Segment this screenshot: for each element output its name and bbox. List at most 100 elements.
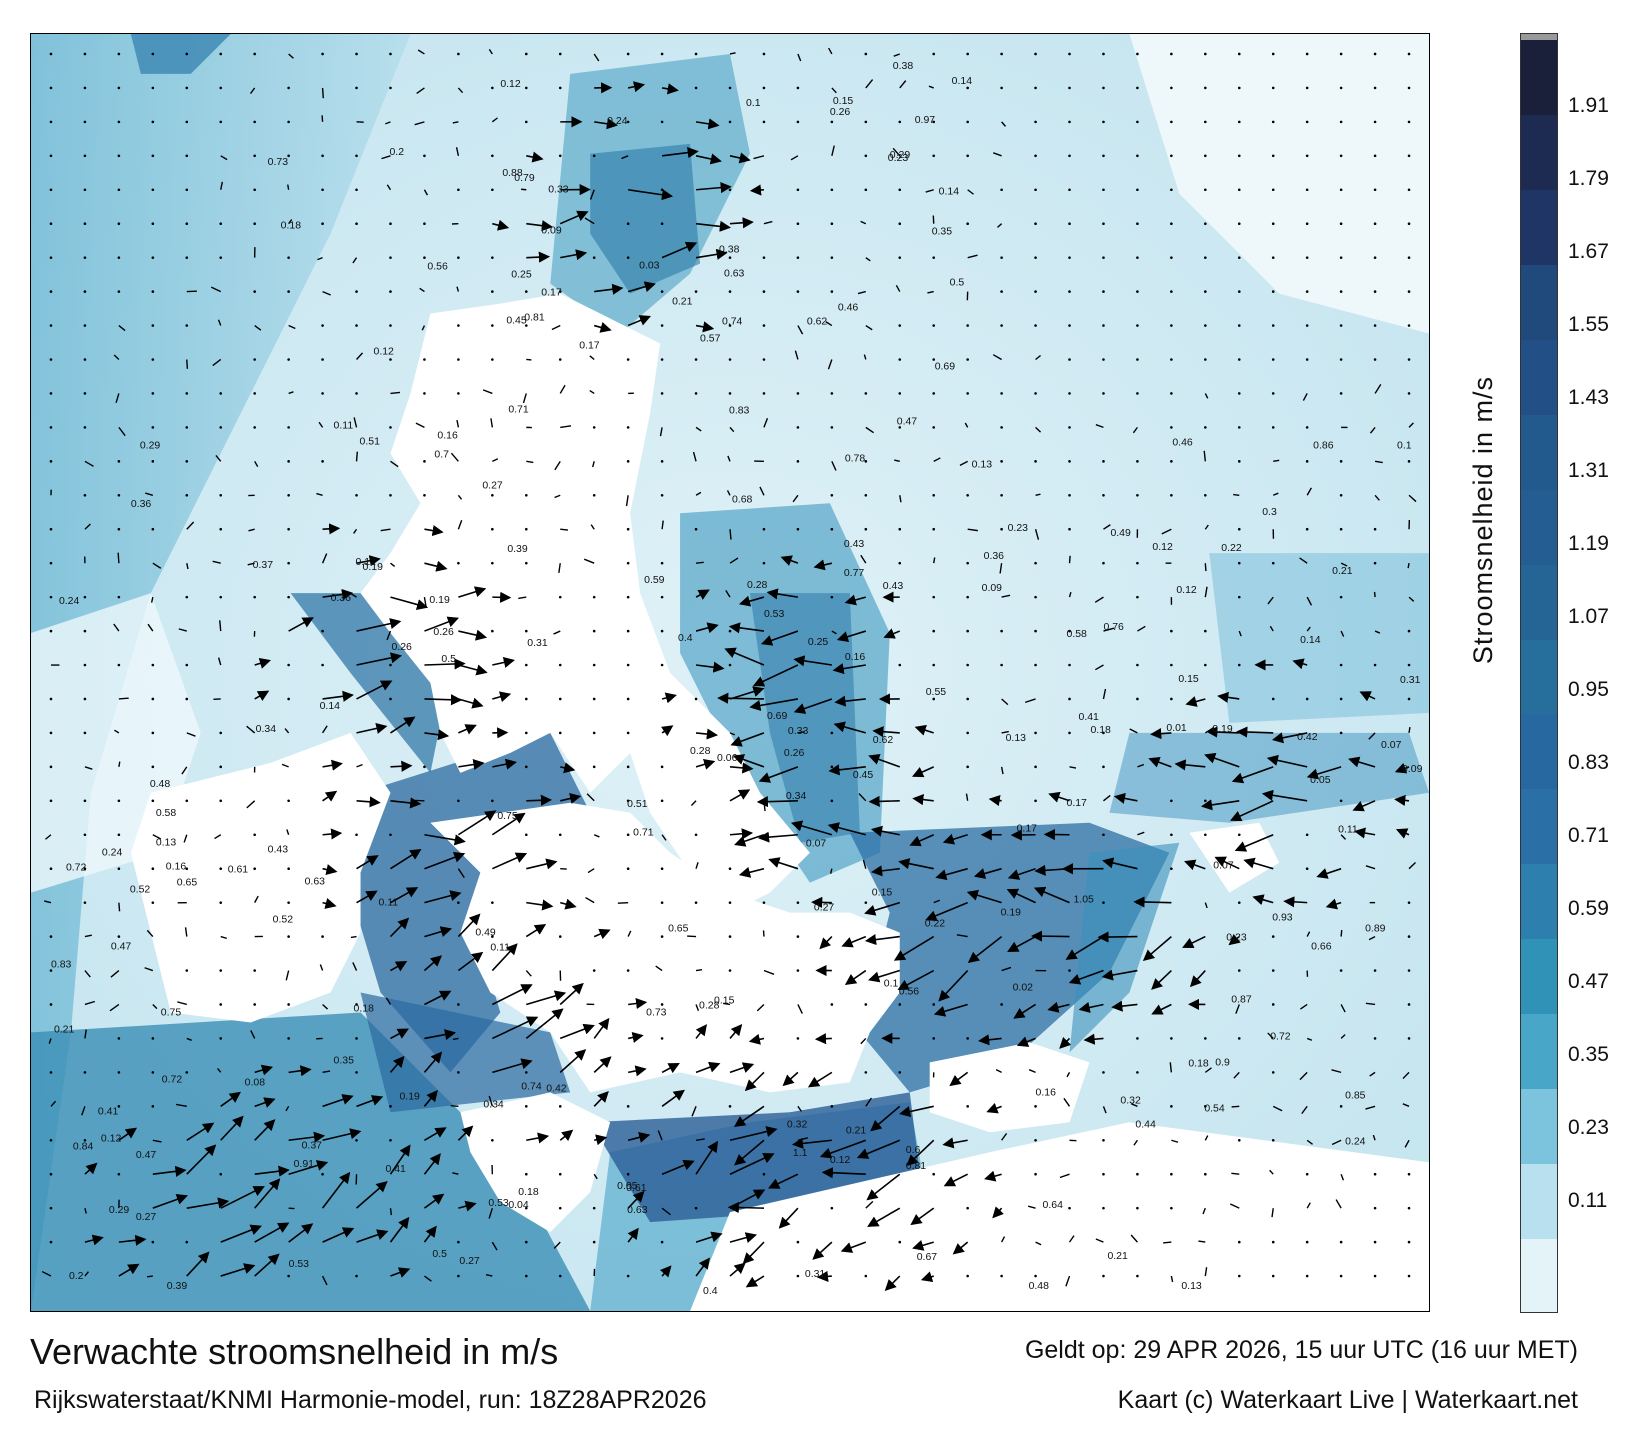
grid-dot (151, 426, 155, 429)
current-arrow (1001, 698, 1009, 706)
current-arrow (819, 936, 833, 950)
current-arrow (288, 617, 314, 632)
current-arrow (321, 1275, 328, 1286)
current-arrow (457, 494, 463, 500)
current-arrow (1013, 1003, 1036, 1019)
colorbar-band (1521, 639, 1557, 716)
colorbar-tick-label: 0.83 (1568, 751, 1609, 774)
grid-dot (932, 1172, 936, 1176)
current-arrow (727, 1201, 764, 1214)
current-arrow (920, 1271, 934, 1283)
grid-dot (524, 663, 528, 667)
grid-dot (457, 392, 460, 395)
current-arrow (390, 1267, 411, 1278)
current-arrow (322, 864, 338, 876)
grid-dot (1000, 460, 1003, 463)
grid-dot (49, 697, 53, 701)
grid-dot (1305, 358, 1309, 361)
grid-dot (898, 426, 902, 429)
grid-dot (219, 731, 223, 735)
grid-dot (1034, 154, 1037, 158)
current-arrow (1047, 1001, 1070, 1013)
current-arrow (593, 928, 611, 940)
speed-value-label: 0.26 (391, 642, 412, 653)
grid-dot (219, 765, 223, 769)
current-arrow (928, 85, 934, 89)
grid-dot (1204, 256, 1207, 259)
current-arrow (744, 1071, 765, 1092)
grid-dot (762, 358, 766, 361)
current-arrow (657, 1130, 663, 1141)
current-arrow (1163, 1241, 1172, 1244)
speed-value-label: 0.41 (385, 1164, 406, 1175)
speed-value-label: 0.22 (925, 919, 946, 930)
speed-value-label: 0.37 (302, 1140, 323, 1151)
current-arrow (254, 460, 259, 467)
speed-value-label: 0.14 (1300, 635, 1321, 646)
current-arrow (1267, 596, 1274, 605)
current-arrow (322, 828, 343, 840)
current-arrow (587, 868, 595, 874)
current-arrow (220, 1263, 256, 1277)
grid-dot (1204, 188, 1207, 192)
grid-dot (1305, 86, 1309, 90)
current-arrow (1133, 1139, 1138, 1146)
current-arrow (1204, 1067, 1212, 1073)
grid-dot (1407, 460, 1411, 463)
current-arrow (1137, 831, 1145, 836)
speed-value-label: 0.31 (805, 1269, 826, 1280)
current-arrow (760, 630, 799, 646)
grid-dot (1373, 154, 1377, 158)
grid-dot (796, 901, 800, 904)
grid-dot (626, 120, 630, 124)
speed-value-label: 0.29 (140, 440, 161, 451)
grid-dot (660, 1240, 664, 1244)
current-arrow (659, 427, 663, 437)
grid-dot (49, 867, 53, 870)
current-arrow (695, 248, 728, 260)
current-arrow (1000, 1236, 1006, 1243)
speed-value-label: 0.85 (1345, 1090, 1366, 1101)
current-arrow (933, 899, 941, 904)
speed-value-label: 0.93 (1272, 913, 1293, 924)
grid-dot (117, 256, 121, 259)
grid-dot (253, 120, 256, 124)
grid-dot (558, 154, 562, 158)
grid-dot (1305, 1240, 1309, 1244)
grid-dot (898, 1240, 902, 1244)
speed-value-label: 0.42 (546, 1083, 567, 1094)
grid-dot (694, 392, 698, 395)
current-arrow (893, 935, 935, 961)
grid-dot (660, 120, 664, 124)
grid-dot (1068, 392, 1071, 395)
grid-dot (1407, 154, 1411, 158)
current-arrow (458, 664, 488, 676)
land-mainland-south (690, 1122, 1429, 1311)
speed-value-label: 0.16 (166, 862, 187, 873)
grid-dot (1170, 120, 1173, 124)
current-arrow (186, 521, 195, 530)
current-arrow (1272, 492, 1279, 496)
grid-dot (287, 935, 290, 938)
grid-dot (1136, 324, 1139, 327)
speed-value-label: 0.07 (1381, 740, 1402, 751)
grid-dot (592, 256, 596, 259)
grid-dot (762, 120, 766, 124)
grid-dot (1407, 1172, 1411, 1176)
grid-dot (83, 901, 87, 904)
current-arrow (490, 418, 494, 428)
grid-dot (1237, 154, 1241, 158)
grid-dot (660, 901, 664, 904)
grid-dot (185, 154, 189, 158)
grid-dot (898, 392, 902, 395)
grid-dot (1170, 86, 1173, 90)
current-arrow (322, 1094, 354, 1108)
current-arrow (899, 495, 902, 503)
grid-dot (966, 324, 969, 327)
current-arrow (115, 393, 120, 404)
current-arrow (967, 254, 978, 259)
current-arrow (1202, 1207, 1206, 1215)
grid-dot (626, 663, 630, 667)
speed-value-labels: 0.170.130.10.270.20.120.110.140.240.170.… (51, 61, 1423, 1297)
current-arrow (844, 969, 867, 986)
